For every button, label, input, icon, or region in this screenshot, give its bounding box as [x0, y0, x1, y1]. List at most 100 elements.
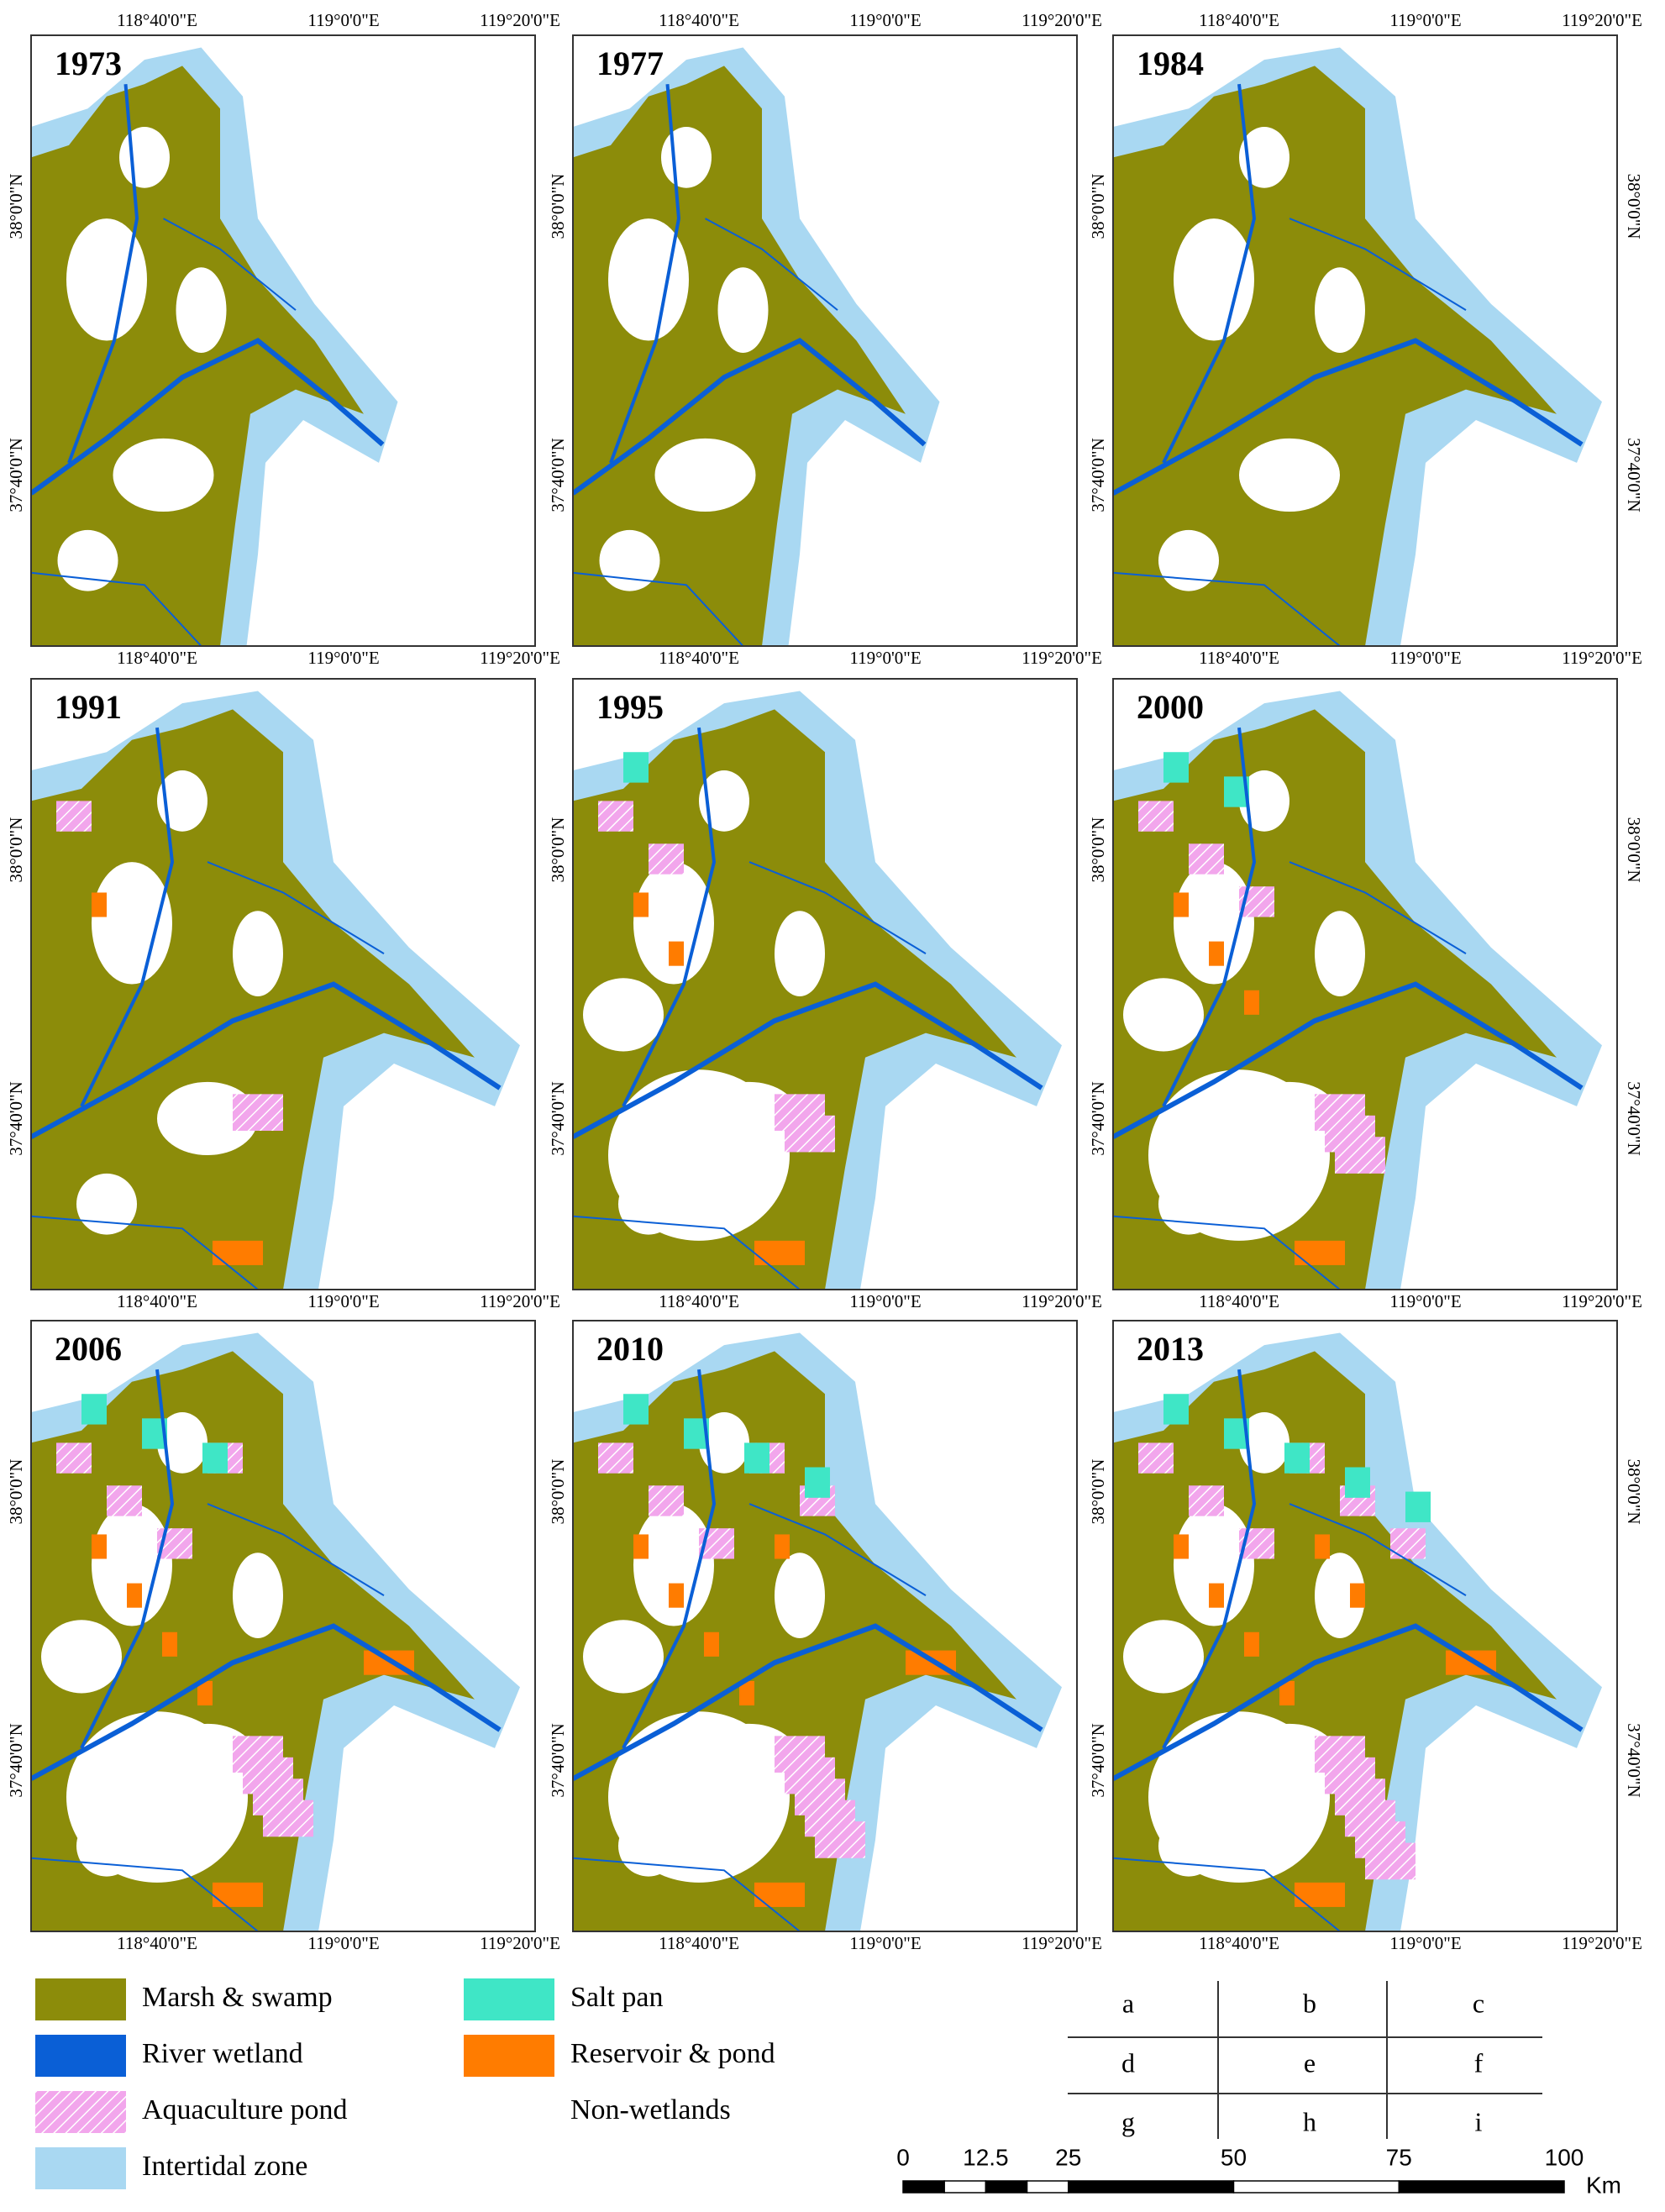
- latitude-label: 38°0'0"N: [6, 1459, 26, 1525]
- river: [1113, 338, 1584, 496]
- key-letter: i: [1475, 2106, 1483, 2136]
- panel-year: 1995: [596, 688, 664, 726]
- river: [80, 1369, 175, 1749]
- map-panel: [31, 35, 535, 646]
- river: [609, 83, 681, 464]
- marsh: [31, 709, 475, 1290]
- reservoir: [92, 892, 107, 917]
- river: [31, 1215, 259, 1290]
- salt-pan: [1345, 1467, 1370, 1498]
- reservoir: [1279, 1680, 1295, 1706]
- river: [1113, 1215, 1341, 1290]
- aquaculture: [598, 1442, 633, 1474]
- latitude-label: 37°40'0"N: [1624, 1081, 1644, 1155]
- key-letter: a: [1122, 1988, 1134, 2018]
- scale-unit: Km: [1586, 2172, 1621, 2198]
- non-wetland: [176, 267, 227, 354]
- river: [1289, 1503, 1467, 1597]
- scale-segment: [1232, 2180, 1400, 2194]
- longitude-label: 119°0'0"E: [307, 648, 379, 668]
- salt-pan: [744, 1442, 769, 1474]
- latitude-label: 38°0'0"N: [1624, 174, 1644, 239]
- aquaculture: [1189, 1485, 1224, 1516]
- river: [207, 861, 385, 955]
- aquaculture: [1335, 1137, 1385, 1174]
- river: [207, 1503, 385, 1597]
- reservoir: [127, 1583, 142, 1608]
- latitude-label: 37°40'0"N: [1624, 1723, 1644, 1797]
- map-panel: [31, 679, 535, 1290]
- map-panel: [573, 35, 1077, 646]
- aquaculture: [263, 1800, 313, 1837]
- legend-label: Salt pan: [570, 1982, 663, 2013]
- reservoir: [162, 1631, 177, 1657]
- scale-label: 75: [1386, 2144, 1412, 2170]
- non-wetland: [633, 862, 714, 985]
- latitude-label: 37°40'0"N: [548, 1081, 568, 1155]
- latitude-label: 37°40'0"N: [1088, 438, 1108, 512]
- river: [1162, 83, 1257, 464]
- non-wetland: [1315, 911, 1365, 997]
- aquaculture: [598, 801, 633, 832]
- latitude-label: 38°0'0"N: [1088, 1459, 1108, 1525]
- longitude-label: 119°0'0"E: [849, 10, 921, 30]
- river: [1289, 218, 1467, 312]
- non-wetland: [1174, 862, 1254, 985]
- longitude-label: 119°20'0"E: [480, 1291, 560, 1311]
- non-wetland: [608, 218, 689, 341]
- panel-year: 1984: [1137, 45, 1204, 82]
- non-wetland: [76, 1173, 137, 1235]
- river: [31, 571, 202, 646]
- longitude-label: 119°20'0"E: [1022, 648, 1102, 668]
- key-letter: e: [1304, 2047, 1316, 2078]
- reservoir: [1350, 1583, 1365, 1608]
- reservoir: [754, 1882, 805, 1907]
- reservoir: [775, 1534, 790, 1559]
- river: [1113, 981, 1584, 1139]
- longitude-label: 119°20'0"E: [480, 648, 560, 668]
- scale-segment: [902, 2180, 945, 2194]
- aquaculture: [107, 1485, 142, 1516]
- key-letter: b: [1303, 1988, 1316, 2018]
- aquaculture: [815, 1821, 865, 1858]
- map-panel: [31, 1321, 535, 1931]
- non-wetland: [1174, 1504, 1254, 1626]
- longitude-label: 118°40'0"E: [117, 10, 197, 30]
- latitude-label: 37°40'0"N: [548, 1723, 568, 1797]
- scale-segment: [985, 2180, 1028, 2194]
- panel-year: 2010: [596, 1330, 664, 1368]
- reservoir: [1295, 1240, 1345, 1265]
- river: [573, 1215, 801, 1290]
- reservoir: [197, 1680, 213, 1706]
- river: [31, 337, 385, 496]
- river: [1162, 1369, 1257, 1749]
- longitude-label: 119°0'0"E: [307, 1933, 379, 1953]
- latitude-label: 38°0'0"N: [1624, 1459, 1644, 1525]
- latitude-label: 38°0'0"N: [548, 174, 568, 239]
- key-letter: h: [1303, 2106, 1316, 2136]
- map-panel: [573, 679, 1077, 1290]
- salt-pan: [623, 1394, 649, 1425]
- longitude-label: 118°40'0"E: [659, 10, 739, 30]
- longitude-label: 119°0'0"E: [1389, 1933, 1461, 1953]
- legend-swatch: [35, 2147, 126, 2189]
- panel-year: 2000: [1137, 688, 1204, 726]
- non-wetland: [57, 529, 118, 591]
- longitude-label: 118°40'0"E: [117, 1291, 197, 1311]
- non-wetland: [1239, 127, 1289, 188]
- non-wetland: [92, 862, 172, 985]
- non-wetland: [717, 267, 769, 354]
- aquaculture: [233, 1094, 283, 1131]
- river: [622, 1369, 717, 1749]
- key-letter: f: [1474, 2047, 1484, 2078]
- salt-pan: [1284, 1442, 1310, 1474]
- panel-frame: [30, 1320, 536, 1932]
- aquaculture: [1365, 1842, 1416, 1880]
- non-wetland: [92, 1504, 172, 1626]
- panel-year: 2006: [55, 1330, 122, 1368]
- non-wetland: [775, 1553, 825, 1639]
- non-wetland: [599, 529, 660, 591]
- non-wetland: [1174, 218, 1254, 341]
- non-wetland: [233, 911, 283, 997]
- reservoir: [1315, 1534, 1330, 1559]
